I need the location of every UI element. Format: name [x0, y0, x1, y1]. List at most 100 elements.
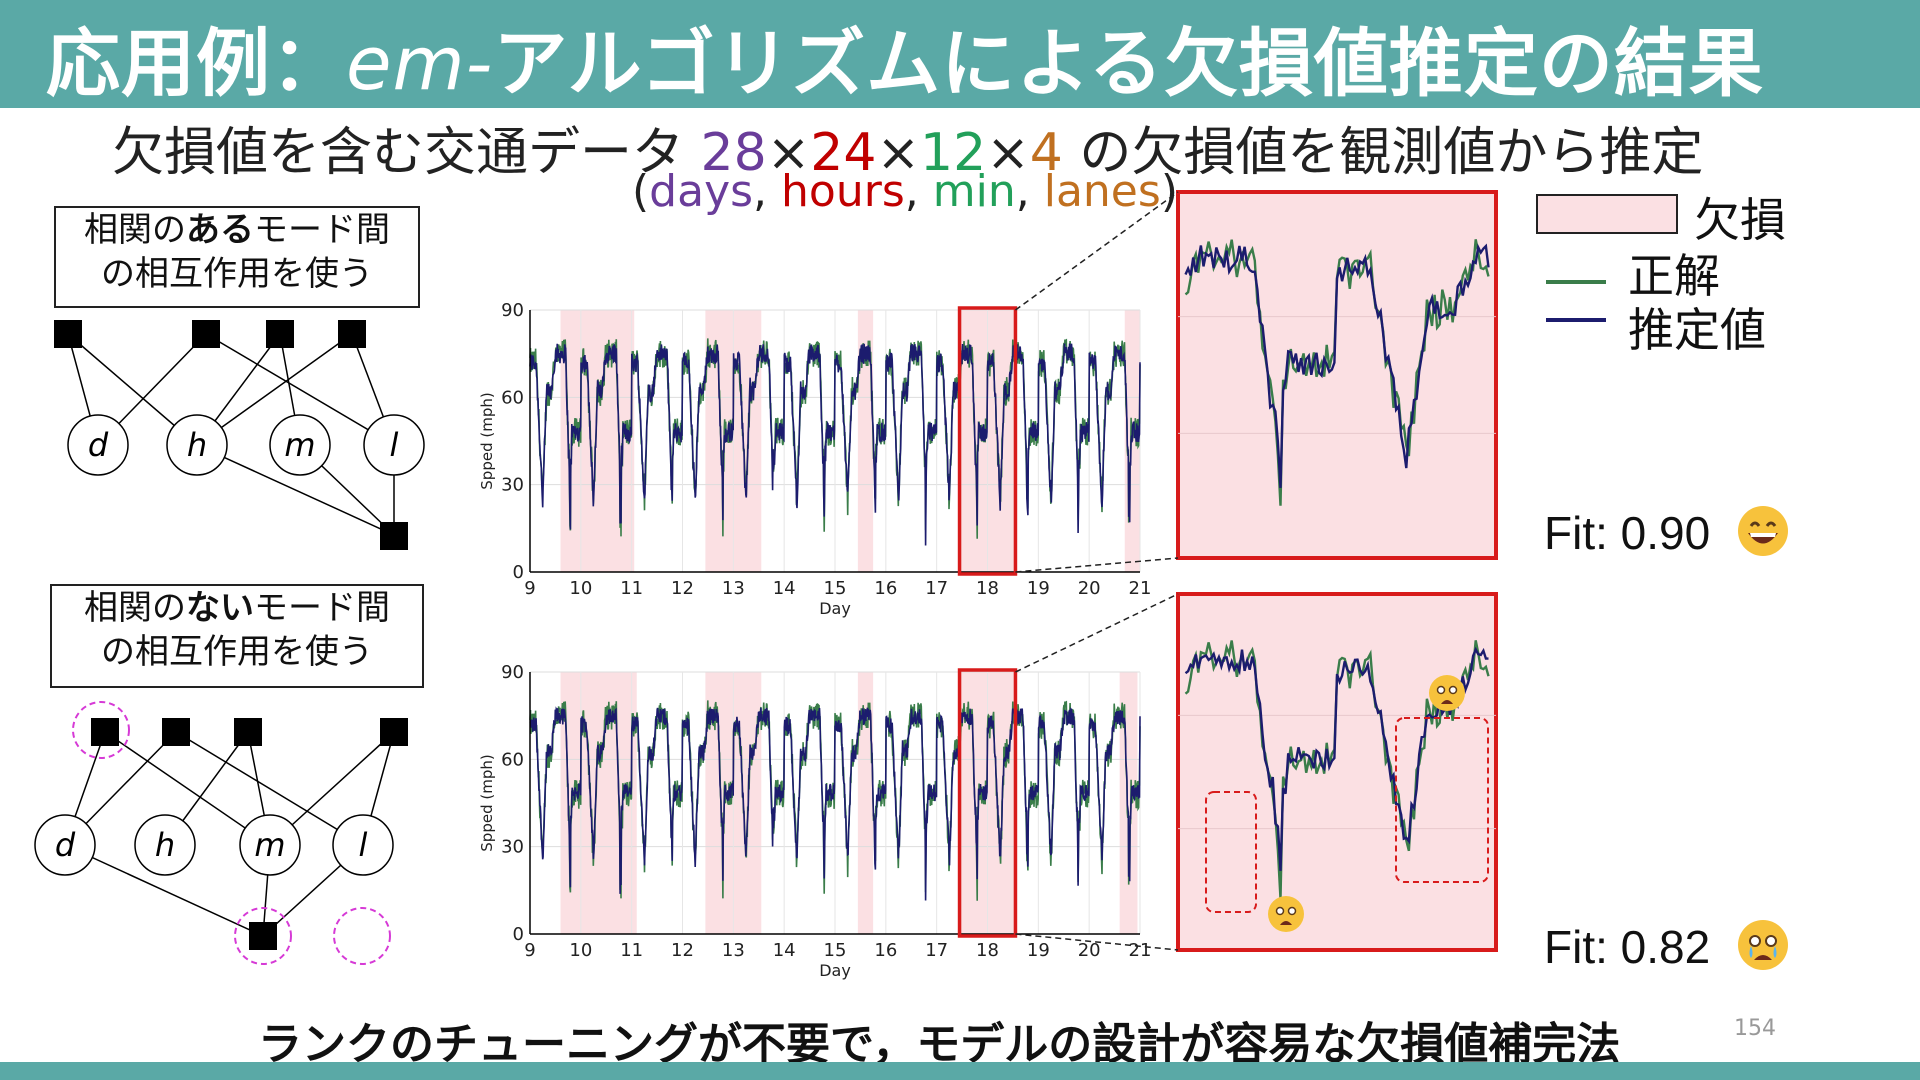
factor-node: [266, 320, 294, 348]
x-tick-label: 15: [824, 940, 847, 961]
svg-text:l: l: [390, 426, 399, 464]
error-region-box: [1205, 791, 1257, 913]
dimension-labels: (days, hours, min, lanes): [632, 166, 1178, 217]
x-tick-label: 20: [1078, 940, 1101, 961]
x-tick-label: 16: [874, 578, 897, 599]
x-axis-label: Day: [819, 961, 851, 980]
node-h: [166, 414, 228, 476]
zoom-estimate-line: [1184, 646, 1489, 871]
svg-text:h: h: [155, 826, 175, 864]
zoom-connector: [1015, 191, 1179, 311]
dim-hours-value: 24: [810, 123, 877, 183]
factor-node: [249, 922, 277, 950]
node-d: [67, 414, 129, 476]
error-region-box: [1395, 717, 1489, 883]
svg-text:m: m: [254, 826, 285, 864]
x-tick-label: 21: [1129, 940, 1152, 961]
highlight-box: [957, 306, 1018, 576]
missing-interval: [1119, 672, 1138, 934]
node-d: [34, 814, 96, 876]
zoom-panel: [1015, 592, 1498, 952]
legend-missing-label: 欠損: [1694, 193, 1786, 247]
legend-truth-line: [1546, 280, 1606, 284]
factor-node: [54, 320, 82, 348]
factor-node: [380, 522, 408, 550]
x-tick-label: 13: [722, 578, 745, 599]
svg-text:l: l: [359, 826, 368, 864]
y-tick-label: 90: [501, 662, 524, 683]
factor-node: [192, 320, 220, 348]
line-chart: 9 10 11 12 13 14 15 16 17 18 19 20 21 0 30 60 90 Day Spped…: [478, 300, 1151, 618]
y-tick-label: 30: [501, 837, 524, 858]
title-bar: 応用例：em-アルゴリズムによる欠損値推定の結果: [0, 0, 1920, 108]
dashed-highlight-circle: [234, 907, 292, 965]
missing-interval: [857, 672, 874, 934]
subtitle: 欠損値を含む交通データ 28×24×12×4 の欠損値を観測値から推定: [112, 123, 1704, 183]
svg-text:d: d: [88, 426, 109, 464]
zoom-connector: [1015, 933, 1179, 951]
node-m: [269, 414, 331, 476]
x-tick-label: 19: [1027, 940, 1050, 961]
series-estimate-line: [529, 343, 1141, 546]
missing-interval: [857, 310, 874, 572]
conclusion-text: ランクのチューニングが不要で，モデルの設計が容易な欠損値補完法: [258, 1019, 1621, 1070]
factor-graph-diagrams: d h m l d h m l: [34, 320, 425, 965]
zoom-panel: [1015, 190, 1498, 573]
x-tick-label: 12: [671, 578, 694, 599]
x-tick-label: 21: [1129, 578, 1152, 599]
x-tick-label: 10: [569, 940, 592, 961]
legend-missing-swatch: [1536, 194, 1678, 234]
footer-bar: [0, 1062, 1920, 1080]
zoom-panel-frame: [1176, 190, 1498, 560]
x-axis-label: Day: [819, 599, 851, 618]
node-l: [332, 814, 394, 876]
zoom-panel-frame: [1176, 592, 1498, 952]
factor-node: [234, 718, 262, 746]
y-tick-label: 0: [513, 924, 524, 945]
crying-face-icon: [1429, 675, 1465, 711]
x-tick-label: 10: [569, 578, 592, 599]
x-tick-label: 18: [976, 940, 999, 961]
x-tick-label: 14: [773, 578, 796, 599]
dim-days-value: 28: [700, 123, 767, 183]
factor-node: [162, 718, 190, 746]
y-tick-label: 30: [501, 475, 524, 496]
crying-face-icon: [1268, 896, 1304, 932]
zoom-connector: [1015, 593, 1179, 673]
zoom-connector: [1015, 557, 1179, 573]
legend-truth-label: 正解: [1628, 249, 1720, 303]
node-l: [363, 414, 425, 476]
node-m: [239, 814, 301, 876]
x-tick-label: 11: [620, 578, 643, 599]
x-tick-label: 19: [1027, 578, 1050, 599]
x-tick-label: 18: [976, 578, 999, 599]
legend-estimate-line: [1546, 318, 1606, 322]
factor-node: [91, 718, 119, 746]
y-axis-label: Spped (mph): [478, 754, 496, 851]
x-tick-label: 16: [874, 940, 897, 961]
dim-lanes-value: 4: [1029, 123, 1063, 183]
factor-node: [380, 718, 408, 746]
x-tick-label: 14: [773, 940, 796, 961]
highlight-box: [957, 668, 1018, 938]
x-tick-label: 11: [620, 940, 643, 961]
x-tick-label: 9: [524, 940, 535, 961]
legend-estimate-label: 推定値: [1628, 303, 1766, 357]
uncorrelated-modes-box: 相関のないモード間 の相互作用を使う: [50, 584, 424, 688]
y-tick-label: 60: [501, 387, 524, 408]
node-h: [134, 814, 196, 876]
x-tick-label: 20: [1078, 578, 1101, 599]
page-number: 154: [1734, 1016, 1776, 1041]
fit-top: Fit: 0.90: [1544, 507, 1711, 559]
x-tick-label: 9: [524, 578, 535, 599]
legend: 欠損 正解 推定値: [1536, 186, 1796, 357]
y-tick-label: 90: [501, 300, 524, 321]
grinning-face-icon: [1738, 506, 1788, 556]
svg-text:h: h: [187, 426, 207, 464]
x-tick-label: 17: [925, 578, 948, 599]
dim-min-value: 12: [920, 123, 987, 183]
line-chart: 9 10 11 12 13 14 15 16 17 18 19 20 21 0 30 60 90 Day Spped…: [478, 662, 1151, 980]
dashed-highlight-circle: [72, 701, 130, 759]
crying-face-icon: [1738, 920, 1788, 970]
